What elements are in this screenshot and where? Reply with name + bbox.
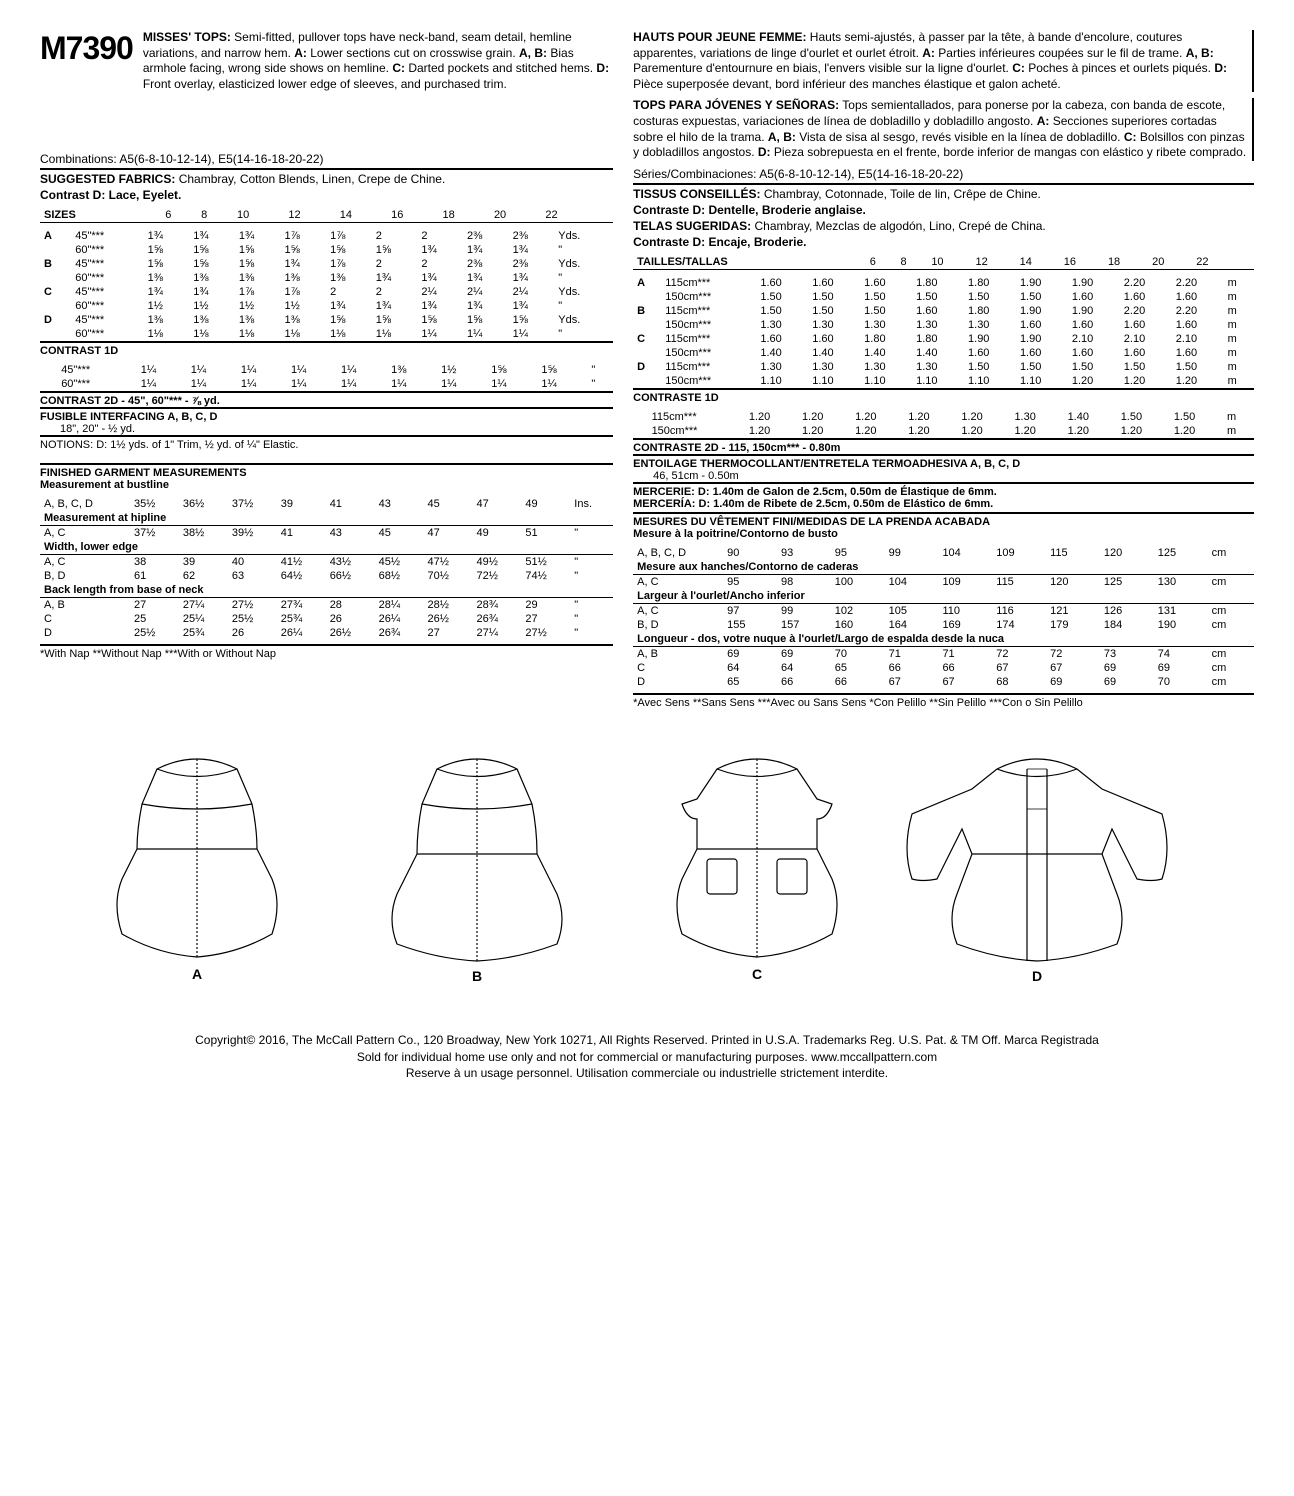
svg-text:B: B <box>472 968 482 984</box>
line-drawings: A B C <box>40 739 1254 1002</box>
footer: Copyright© 2016, The McCall Pattern Co.,… <box>40 1032 1254 1082</box>
fusible-m: ENTOILAGE THERMOCOLLANT/ENTRETELA TERMOA… <box>633 454 1254 470</box>
combinations-fr: Séries/Combinaciones: A5(6-8-10-12-14), … <box>633 167 1254 181</box>
fabrics-fr: TISSUS CONSEILLÉS: Chambray, Cotonnade, … <box>633 183 1254 201</box>
svg-text:D: D <box>1032 968 1042 984</box>
fusible-m-val: 46, 51cm - 0.50m <box>633 470 1254 482</box>
nap-note-en: *With Nap **Without Nap ***With or Witho… <box>40 644 613 660</box>
fusible-en: FUSIBLE INTERFACING A, B, C, D <box>40 407 613 423</box>
contrast1d-label: CONTRAST 1D <box>40 341 613 357</box>
bust-label: Measurement at bustline <box>40 479 613 491</box>
notions-en: NOTIONS: D: 1½ yds. of 1" Trim, ½ yd. of… <box>40 435 613 451</box>
contrast2d-m: CONTRASTE 2D - 115, 150cm*** - 0.80m <box>633 438 1254 454</box>
merceria: MERCERÍA: D: 1.40m de Ribete de 2.5cm, 0… <box>633 498 1254 510</box>
fgm-label: FINISHED GARMENT MEASUREMENTS <box>40 463 613 479</box>
fabrics-es: TELAS SUGERIDAS: Chambray, Mezclas de al… <box>633 219 1254 233</box>
description-spanish: TOPS PARA JÓVENES Y SEÑORAS: Tops semien… <box>633 98 1254 160</box>
fusible-en-val: 18", 20" - ½ yd. <box>40 423 613 435</box>
contrast2d-en: CONTRAST 2D - 45", 60"*** - ⅞ yd. <box>40 391 613 407</box>
yardage-table-m: TAILLES/TALLAS6810121416182022 <box>633 255 1254 270</box>
contrast-es: Contraste D: Encaje, Broderie. <box>633 235 1254 249</box>
nap-note-m: *Avec Sens **Sans Sens ***Avec ou Sans S… <box>633 693 1254 709</box>
svg-text:A: A <box>192 966 202 982</box>
description-english: MISSES' TOPS: Semi-fitted, pullover tops… <box>143 30 613 92</box>
fabrics-en: SUGGESTED FABRICS: Chambray, Cotton Blen… <box>40 168 613 186</box>
description-french: HAUTS POUR JEUNE FEMME: Hauts semi-ajust… <box>633 30 1254 92</box>
contrast-en: Contrast D: Lace, Eyelet. <box>40 188 613 202</box>
mercerie: MERCERIE: D: 1.40m de Galon de 2.5cm, 0.… <box>633 482 1254 498</box>
pattern-number: M7390 <box>40 30 133 92</box>
yardage-table-en: SIZES6810121416182022 <box>40 208 613 223</box>
contraste1d-label: CONTRASTE 1D <box>633 388 1254 404</box>
left-column: M7390 MISSES' TOPS: Semi-fitted, pullove… <box>40 30 613 709</box>
right-column: HAUTS POUR JEUNE FEMME: Hauts semi-ajust… <box>633 30 1254 709</box>
bust-m-label: Mesure à la poitrine/Contorno de busto <box>633 528 1254 540</box>
combinations-en: Combinations: A5(6-8-10-12-14), E5(14-16… <box>40 152 613 166</box>
contrast-fr: Contraste D: Dentelle, Broderie anglaise… <box>633 203 1254 217</box>
svg-text:C: C <box>752 966 762 982</box>
fgm-m-label: MESURES DU VÊTEMENT FINI/MEDIDAS DE LA P… <box>633 512 1254 528</box>
